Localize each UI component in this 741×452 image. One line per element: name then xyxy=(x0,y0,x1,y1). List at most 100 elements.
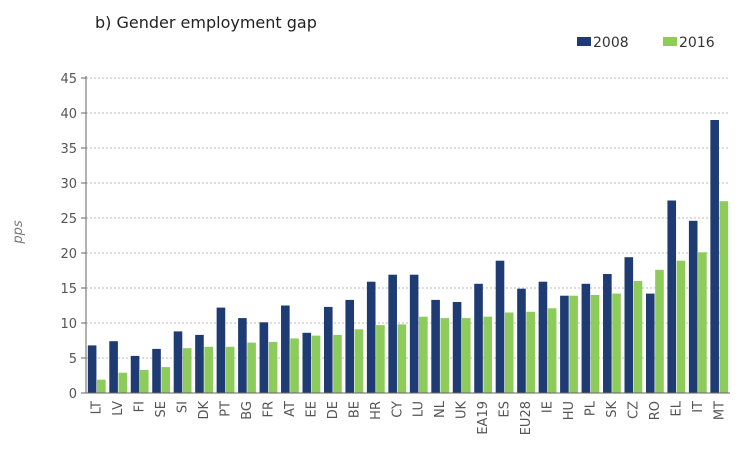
x-tick-label: EE xyxy=(304,401,319,417)
x-tick-label: UK xyxy=(455,401,470,420)
legend-label-2016: 2016 xyxy=(679,35,715,51)
bar-2016-SK xyxy=(612,293,621,393)
x-tick-label: ES xyxy=(498,401,513,417)
x-tick-label: CZ xyxy=(626,401,641,419)
x-tick-label: DK xyxy=(197,401,212,420)
x-tick-label: HU xyxy=(562,401,577,420)
x-tick-label: EA19 xyxy=(476,401,491,435)
bar-2016-LU xyxy=(419,316,428,393)
x-tick-label: PL xyxy=(583,400,598,416)
y-tick-label: 15 xyxy=(60,282,77,297)
y-axis-label: pps xyxy=(11,220,26,245)
bar-2008-DE xyxy=(323,306,333,393)
x-tick-label: CY xyxy=(390,401,405,418)
bar-2008-HR xyxy=(366,281,376,393)
bar-2016-SE xyxy=(161,367,171,393)
x-tick-label: SI xyxy=(176,401,191,413)
x-tick-label: AT xyxy=(283,401,298,417)
x-tick-label: SE xyxy=(154,401,169,417)
bar-2016-PL xyxy=(590,295,600,393)
bar-2008-ES xyxy=(495,260,505,393)
y-tick-label: 45 xyxy=(60,72,77,87)
x-tick-label: BE xyxy=(347,401,362,418)
bar-2008-FR xyxy=(259,322,269,393)
bar-2008-NL xyxy=(431,299,440,393)
axes xyxy=(85,76,730,394)
bar-2016-EL xyxy=(676,260,686,393)
bar-2008-BE xyxy=(345,299,355,393)
x-tick-label: BG xyxy=(240,401,255,420)
x-tick-label: LT xyxy=(90,401,105,414)
bar-2016-CY xyxy=(397,324,407,393)
bar-2008-EA19 xyxy=(474,283,483,393)
x-axis-labels: LT LV FI SE SI DK PT BG FR AT EE DE BE HR CY LU NL UK EA19… xyxy=(90,400,728,435)
x-tick-label: NL xyxy=(433,400,448,418)
x-tick-label: LV xyxy=(111,401,126,416)
bar-2008-CY xyxy=(388,274,397,393)
bar-2016-IE xyxy=(547,308,557,393)
x-tick-label: LU xyxy=(412,401,427,417)
y-tick-label: 35 xyxy=(60,142,77,157)
x-tick-label: PT xyxy=(219,401,234,417)
chart-title: b) Gender employment gap xyxy=(95,13,317,32)
bar-2008-EE xyxy=(302,332,312,393)
bar-2008-MT xyxy=(710,120,719,393)
legend-swatch-2016 xyxy=(663,37,677,46)
bar-2016-HU xyxy=(569,295,578,393)
bar-2008-LU xyxy=(409,274,419,393)
bar-2008-PT xyxy=(216,307,226,393)
bar-2016-MT xyxy=(719,201,729,393)
bar-2008-EU28 xyxy=(517,288,526,393)
gridlines xyxy=(86,77,730,359)
x-tick-label: EU28 xyxy=(519,401,534,435)
bar-2016-PT xyxy=(225,346,235,393)
bar-2016-EU28 xyxy=(526,311,535,393)
bars xyxy=(87,120,729,393)
y-tick-label: 0 xyxy=(69,387,77,402)
bar-2016-CZ xyxy=(633,281,643,393)
bar-2016-RO xyxy=(655,269,664,393)
bar-2008-AT xyxy=(281,305,290,393)
y-tick-label: 25 xyxy=(60,212,77,227)
x-tick-label: FI xyxy=(133,401,148,412)
bar-2016-NL xyxy=(440,318,450,393)
bar-2008-FI xyxy=(130,355,140,393)
bar-2008-RO xyxy=(645,293,655,393)
y-tick-label: 40 xyxy=(60,107,77,122)
bar-2016-EA19 xyxy=(483,316,493,393)
bar-2008-DK xyxy=(195,334,204,393)
bar-2016-AT xyxy=(290,338,299,393)
bar-2008-SE xyxy=(152,348,161,393)
bar-2008-EL xyxy=(667,200,677,393)
bar-2008-PL xyxy=(581,283,591,393)
bar-2016-BE xyxy=(354,329,364,393)
bar-2008-SI xyxy=(173,331,183,393)
x-tick-label: FR xyxy=(261,401,276,418)
bar-2016-HR xyxy=(376,325,385,393)
x-tick-label: IE xyxy=(541,401,556,413)
legend: 2008 2016 xyxy=(577,35,715,51)
bar-2016-BG xyxy=(247,342,256,393)
bar-2016-DE xyxy=(333,334,342,393)
y-tick-label: 5 xyxy=(69,352,77,367)
legend-label-2008: 2008 xyxy=(593,35,629,51)
bar-2008-IE xyxy=(538,281,548,393)
bar-2008-SK xyxy=(603,274,612,393)
x-tick-label: MT xyxy=(712,401,727,420)
bar-2016-EE xyxy=(311,335,321,393)
bar-2008-CZ xyxy=(624,257,634,393)
x-tick-label: IT xyxy=(691,401,706,413)
bar-2016-DK xyxy=(204,346,213,393)
bar-2008-IT xyxy=(688,220,698,393)
bar-2016-FI xyxy=(139,369,149,393)
x-tick-label: HR xyxy=(369,401,384,420)
bar-2016-IT xyxy=(698,252,707,393)
bar-2016-LT xyxy=(97,379,106,393)
bar-2008-UK xyxy=(452,302,462,393)
bar-2016-UK xyxy=(461,318,471,393)
x-tick-label: DE xyxy=(326,401,341,419)
bar-2016-FR xyxy=(268,341,278,393)
bar-2016-LV xyxy=(118,372,128,393)
bar-2008-BG xyxy=(238,318,247,393)
